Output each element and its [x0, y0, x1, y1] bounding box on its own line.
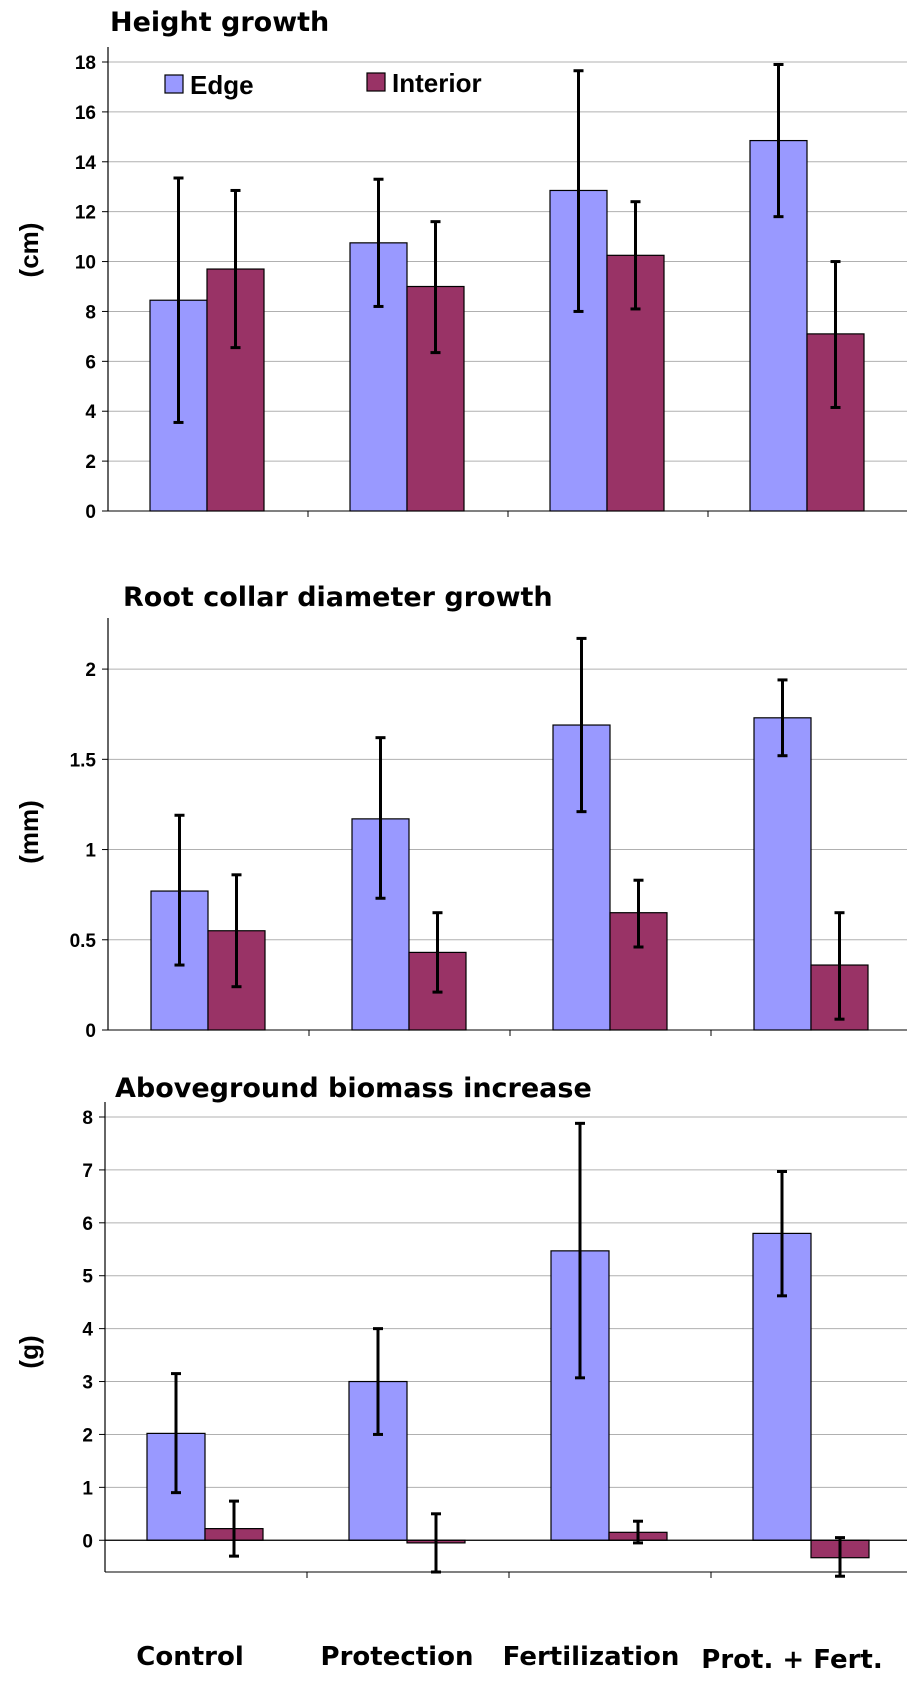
ytick-label-height: 6 [85, 352, 96, 373]
ytick-label-diameter: 2 [85, 660, 96, 681]
legend-interior-label: Interior [392, 68, 482, 98]
ytick-label-biomass: 3 [82, 1373, 93, 1394]
ytick-label-biomass: 2 [82, 1425, 93, 1446]
ytick-label-biomass: 0 [82, 1531, 93, 1552]
panel-diameter: 0 0.5 1 1.5 2 [70, 618, 907, 1042]
ylabel-diameter: (mm) [14, 800, 44, 864]
ytick-label-height: 14 [75, 153, 97, 174]
ytick-label-biomass: 4 [82, 1320, 93, 1341]
ytick-label-biomass: 6 [82, 1214, 93, 1235]
category-label-prot-fert: Prot. + Fert. [701, 1645, 882, 1675]
ytick-label-biomass: 8 [82, 1108, 93, 1129]
panel-biomass: 0 1 2 3 4 5 6 7 8 [82, 1102, 907, 1578]
panel-title-diameter: Root collar diameter growth [123, 582, 553, 613]
ytick-label-biomass: 5 [82, 1267, 93, 1288]
legend-edge-swatch [164, 74, 184, 94]
ytick-label-height: 0 [85, 502, 96, 523]
category-label-protection: Protection [321, 1642, 474, 1672]
ytick-label-height: 4 [85, 402, 96, 423]
ytick-label-diameter: 1.5 [70, 750, 97, 771]
ytick-label-biomass: 1 [82, 1478, 93, 1499]
panel-title-height: Height growth [110, 7, 329, 38]
legend-interior-swatch [366, 72, 386, 92]
category-label-fertilization: Fertilization [503, 1642, 680, 1672]
ytick-label-diameter: 0 [85, 1021, 96, 1042]
ytick-label-biomass: 7 [82, 1161, 93, 1182]
ylabel-height: (cm) [14, 223, 44, 278]
ytick-label-height: 18 [75, 53, 96, 74]
ytick-label-diameter: 1 [85, 841, 96, 862]
panel-title-biomass: Aboveground biomass increase [115, 1073, 592, 1104]
ytick-label-height: 2 [85, 452, 96, 473]
ytick-label-height: 12 [75, 203, 96, 224]
ylabel-biomass: (g) [14, 1335, 44, 1368]
ytick-label-diameter: 0.5 [70, 931, 97, 952]
category-label-control: Control [136, 1642, 243, 1672]
bar-diameter-prot-fert-edge [753, 717, 812, 1031]
ytick-label-height: 16 [75, 103, 96, 124]
legend-edge-label: Edge [190, 70, 254, 100]
ytick-label-height: 10 [75, 253, 96, 274]
ytick-label-height: 8 [85, 302, 96, 323]
panel-height: 0 2 4 6 8 10 12 14 16 18 [75, 47, 907, 523]
